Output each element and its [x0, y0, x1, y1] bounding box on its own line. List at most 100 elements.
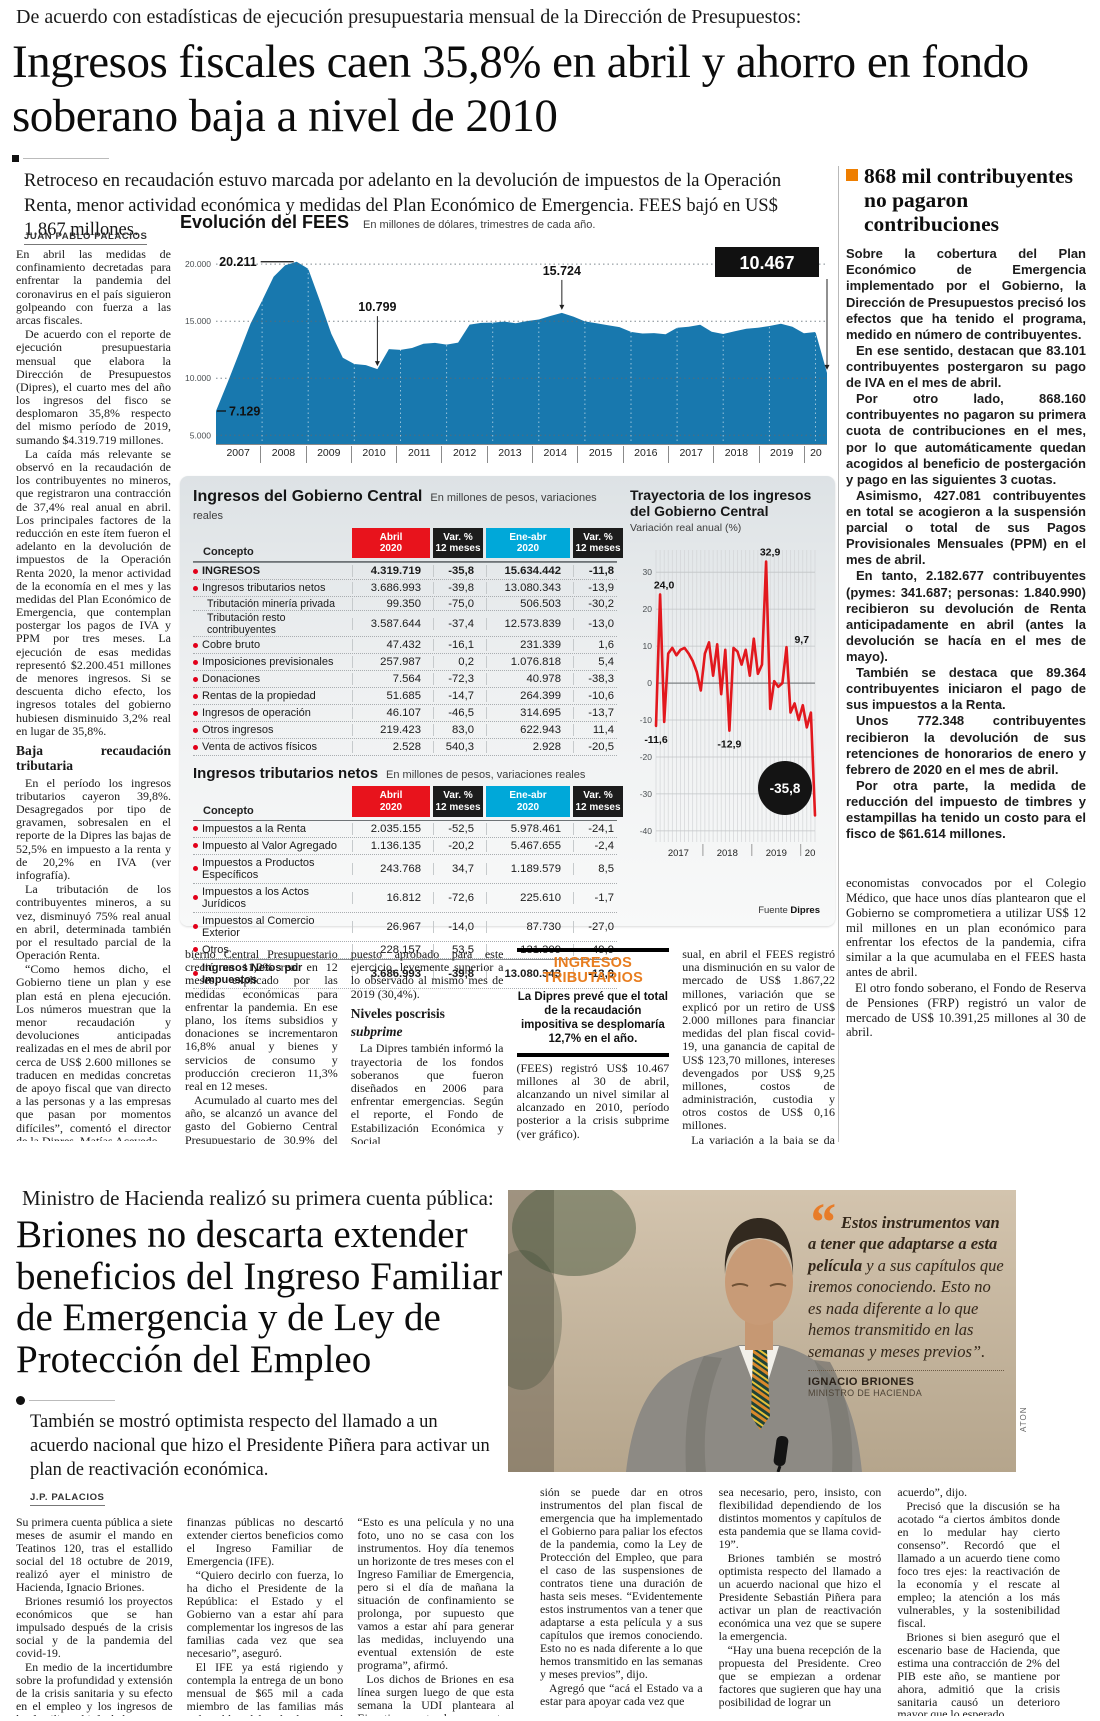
svg-text:10: 10 — [643, 641, 653, 651]
article-paragraph: Briones resumió los proyectos económicos… — [16, 1593, 173, 1660]
x-axis-year-label: 2017 — [667, 446, 713, 463]
article-paragraph: sión se puede dar en otros instrumentos … — [540, 1486, 703, 1681]
quote-author-role: MINISTRO DE HACIENDA — [808, 1388, 923, 1399]
x-axis-year-label: 2019 — [758, 446, 804, 463]
sidebar-body: Sobre la cobertura del Plan Económico de… — [846, 246, 1086, 842]
article-paragraph: Acumulado al cuarto mes del año, se alca… — [185, 1093, 338, 1144]
table-row: Tributación minería privada 99.350 -75,0 50… — [193, 597, 617, 612]
article-paragraph: Briones si bien aseguró que el escenario… — [897, 1629, 1061, 1716]
article-paragraph: Agregó que “acá el Estado va a estar par… — [540, 1680, 703, 1708]
article-paragraph: “Esto es una película y no una foto, uno… — [357, 1516, 515, 1672]
article2-columns-left: Su primera cuenta pública a siete meses … — [16, 1516, 514, 1716]
article-paragraph: Por otro lado, 868.160 contribuyentes no… — [846, 391, 1086, 487]
briones-photo: “Estos instrumentos van a tener que adap… — [508, 1190, 1016, 1472]
article-paragraph: En abril las medidas de confinamiento de… — [16, 248, 171, 327]
table-column-header: Var. % 12 meses — [433, 786, 483, 817]
column-subhead: Baja recaudación tributaria — [16, 742, 171, 773]
article-paragraph: Unos 772.348 contribuyentes recibieron l… — [846, 713, 1086, 777]
svg-text:30: 30 — [643, 568, 653, 578]
table-row: Imposiciones previsionales 257.987 0,2 1.07… — [193, 654, 617, 672]
table-column-header: Ene-abr 2020 — [486, 528, 570, 559]
x-axis-year-label: 2009 — [305, 446, 351, 463]
article-paragraph: Su primera cuenta pública a siete meses … — [16, 1516, 173, 1594]
svg-text:-30: -30 — [640, 789, 653, 799]
article-paragraph: La variación a la baja se da en medio de… — [691, 1132, 835, 1144]
x-axis-year-label: 2018 — [713, 446, 758, 463]
svg-text:2019: 2019 — [766, 848, 787, 859]
fees-chart-title: Evolución del FEES — [180, 212, 350, 232]
article1-lead: Retroceso en recaudación estuvo marcada … — [24, 171, 782, 241]
article-paragraph: El otro fondo soberano, el Fondo de Rese… — [846, 980, 1086, 1040]
quote-author: IGNACIO BRIONES — [808, 1376, 915, 1389]
table-row: Tributación resto contribuyentes 3.587.64… — [193, 611, 617, 638]
article2-headline: Briones no descarta extender beneficios … — [16, 1213, 503, 1382]
photo-credit: ATON — [1019, 1406, 1028, 1432]
trayectoria-line-chart: 30 20 10 0 -10 -20 -30 -40 24,0 32,9 -11,6 -12,9 9,7… — [640, 547, 817, 859]
article1-column-6: economistas convocados por el Colegio Mé… — [846, 876, 1086, 1142]
svg-text:10.799: 10.799 — [358, 300, 396, 314]
bullet-square-icon — [12, 155, 19, 162]
article-paragraph: “Quiero decirlo con fuerza, lo ha dicho … — [186, 1567, 344, 1660]
table-column-header: Var. % 12 meses — [573, 528, 623, 559]
article-paragraph: En ese sentido, destacan que 83.101 cont… — [846, 342, 1086, 391]
box-title: INGRESOS TRIBUTARIOS — [542, 955, 643, 986]
table-row: Ingresos tributarios netos 3.686.993 -39,8… — [193, 580, 617, 598]
divider — [16, 1396, 115, 1405]
article-paragraph: En medio de la incertidumbre sobre la pr… — [16, 1659, 173, 1716]
article-paragraph: De acuerdo con el reporte de ejecución p… — [16, 327, 171, 447]
column-subhead: Niveles poscrisis — [350, 1005, 445, 1021]
article2-column-3: “Esto es una película y no una foto, uno… — [357, 1516, 514, 1716]
svg-text:-11,6: -11,6 — [644, 734, 668, 746]
table-column-header: Var. % 12 meses — [433, 528, 483, 559]
svg-text:20.000: 20.000 — [185, 259, 211, 269]
article2-column-2: finanzas públicas no descartó extender c… — [187, 1516, 344, 1716]
article-paragraph: “Como hemos dicho, el Gobierno tiene un … — [16, 962, 171, 1141]
table1-title: Ingresos del Gobierno Central En millones… — [193, 488, 597, 522]
quote-text: “Estos instrumentos van a tener que adap… — [808, 1192, 1004, 1361]
orange-square-icon — [846, 169, 858, 181]
svg-text:15.724: 15.724 — [543, 264, 581, 278]
photo-illustration — [508, 1190, 1016, 1472]
article-paragraph: El IFE ya está rigiendo y contempla la e… — [186, 1659, 344, 1716]
svg-text:-12,9: -12,9 — [717, 739, 741, 751]
article-paragraph: finanzas públicas no descartó extender c… — [186, 1516, 344, 1568]
article2-byline: J.P. PALACIOS — [30, 1492, 105, 1506]
table-row: Otros ingresos 219.423 83,0 622.943 11,4 — [193, 722, 617, 740]
x-axis-year-label: 2011 — [396, 446, 441, 463]
article-paragraph: Precisó que la discusión se ha acotado “… — [897, 1498, 1061, 1630]
x-axis-year-label: 2012 — [441, 446, 486, 463]
table-row: Impuestos a Productos Específicos 243.768… — [193, 855, 617, 884]
svg-text:20: 20 — [805, 848, 816, 859]
svg-text:-40: -40 — [640, 826, 653, 836]
svg-text:0: 0 — [647, 678, 652, 688]
svg-text:7.129: 7.129 — [229, 405, 260, 419]
article-paragraph: sea necesario, pero, insisto, con flexib… — [718, 1486, 882, 1551]
table-row: Impuestos a la Renta 2.035.155 -52,5 5.978.… — [193, 821, 617, 838]
quote-attribution: IGNACIO BRIONES MINISTRO DE HACIENDA — [808, 1370, 1004, 1398]
article-paragraph: Sobre la cobertura del Plan Económico de… — [846, 246, 1086, 342]
x-axis-year-label: 20 — [803, 446, 827, 463]
svg-text:2018: 2018 — [717, 848, 738, 859]
table-tributarios-netos: Concepto Abril 2020 Var. % 12 meses Ene-abr 20… — [193, 786, 623, 989]
svg-text:10.467: 10.467 — [739, 253, 794, 273]
article1-column-4: INGRESOS TRIBUTARIOS La Dipres prevé que … — [516, 948, 670, 1144]
article-paragraph: La tributación de los contribuyentes min… — [16, 882, 171, 963]
table2-title: Ingresos tributarios netos En millones de… — [193, 765, 586, 783]
article-paragraph: puesto aprobado para este ejercicio, lev… — [350, 948, 504, 1001]
column-subhead: subprime — [350, 1023, 403, 1039]
article1-kicker: De acuerdo con estadísticas de ejecución… — [16, 6, 802, 28]
fees-area-chart: 5.000 10.000 15.000 20.000 7.129 20.211 10.799… — [185, 247, 830, 445]
source-label: Fuente Dipres — [758, 905, 820, 916]
article-paragraph: Por otra parte, la medida de reducción d… — [846, 777, 1086, 842]
article2-kicker: Ministro de Hacienda realizó su primera … — [22, 1186, 494, 1210]
tables-block: Ingresos del Gobierno Central En millones… — [193, 488, 623, 989]
x-axis-year-label: 2008 — [260, 446, 305, 463]
svg-text:9,7: 9,7 — [794, 635, 809, 647]
bullet-dot-icon — [16, 1396, 25, 1405]
article-paragraph: bierno Central Presupuestario creció un … — [185, 948, 338, 1093]
x-axis-year-label: 2016 — [622, 446, 668, 463]
svg-text:20: 20 — [643, 604, 653, 614]
table-row: Impuesto al Valor Agregado 1.136.135 -20,2… — [193, 838, 617, 855]
x-axis-year-label: 2014 — [532, 446, 577, 463]
